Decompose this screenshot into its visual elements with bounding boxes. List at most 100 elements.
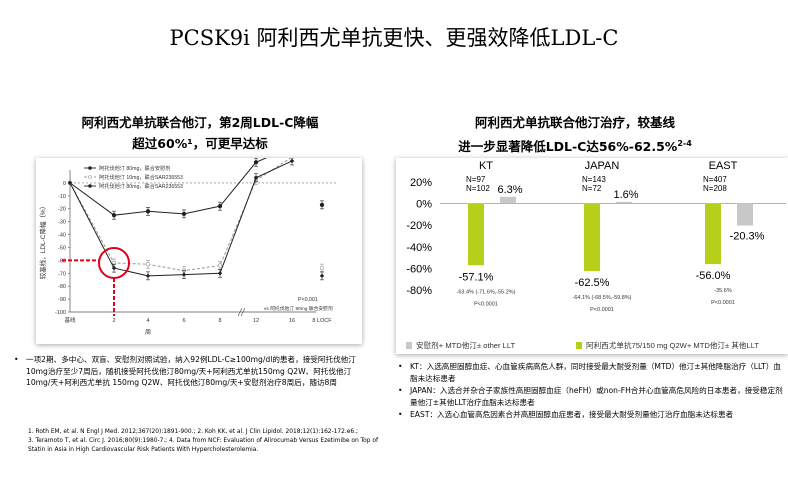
x-tick-label: 4 bbox=[146, 318, 149, 324]
right-study-descriptions: KT：入选高胆固醇血症、心血管疾病高危人群，同时接受最大耐受剂量（MTD）他汀±… bbox=[396, 361, 786, 422]
bar-placebo bbox=[616, 201, 632, 204]
legend-marker bbox=[88, 184, 92, 188]
legend-label-alirocumab: 阿利西尤单抗75/150 mg Q2W+ MTD他汀± 其他LLT bbox=[586, 340, 759, 350]
axis-break-mark bbox=[240, 307, 246, 317]
p-value-annotation: P<0.001 bbox=[298, 297, 318, 303]
axis-break-mark bbox=[237, 307, 243, 317]
p-value-label: P<0.0001 bbox=[474, 301, 498, 307]
x-tick-label: 8 bbox=[218, 318, 221, 324]
y-tick-label: -10 bbox=[58, 194, 66, 200]
right-bullet-japan: JAPAN：入选合并杂合子家族性高胆固醇血症（heFH）或non-FH合并心血管… bbox=[396, 385, 786, 408]
line-chart: 0 -10 -20 -30 -40 -50 -60 -70 -80 -90 -100 较基线，LDL-… bbox=[38, 142, 336, 336]
references: 1. Roth EM, et al. N Engl J Med. 2012;36… bbox=[28, 428, 458, 454]
difference-label: -35.6% bbox=[714, 288, 732, 294]
bar-alirocumab bbox=[705, 203, 721, 265]
reference-line: 3. Teramoto T, et al. Circ J. 2016;80(9)… bbox=[28, 437, 379, 444]
y-tick-label: -70 bbox=[58, 271, 66, 277]
n-alirocumab: N=97 bbox=[466, 175, 486, 184]
reference-line: Statin in Asia in High Cardiovascular Ri… bbox=[28, 446, 259, 453]
p-value-label: P<0.0001 bbox=[711, 300, 735, 306]
left-panel-heading: 阿利西尤单抗联合他汀，第2周LDL-C降幅 超过60%¹，可更早达标 bbox=[45, 112, 355, 154]
x-tick-label: 12 bbox=[253, 318, 259, 324]
y-tick-label: -50 bbox=[58, 245, 66, 251]
data-point bbox=[319, 273, 325, 279]
bar-alirocumab bbox=[468, 203, 484, 266]
bar-placebo bbox=[500, 196, 516, 204]
x-tick-label: 16 bbox=[289, 318, 295, 324]
data-point bbox=[217, 271, 223, 276]
bar-chart-card: 20% 0% -20% -40% -60% -80% KT N=97 N=102 -57.1% 6.… bbox=[396, 158, 788, 354]
bar-alirocumab bbox=[584, 203, 600, 272]
right-panel-heading: 阿利西尤单抗联合他汀治疗，较基线 进一步显著降低LDL-C达56%-62.5%2… bbox=[415, 112, 735, 157]
reference-line: 1. Roth EM, et al. N Engl J Med. 2012;36… bbox=[28, 429, 359, 435]
x-tick-label: 6 bbox=[182, 318, 185, 324]
right-bullet-kt: KT：入选高胆固醇血症、心血管疾病高危人群，同时接受最大耐受剂量（MTD）他汀±… bbox=[396, 361, 786, 384]
right-heading-sup: 2-4 bbox=[677, 139, 692, 148]
y-tick-label: -80 bbox=[58, 284, 66, 290]
x-tick-label: 2 bbox=[112, 318, 115, 324]
legend-swatch-placebo bbox=[406, 342, 412, 349]
n-alirocumab: N=143 bbox=[582, 175, 606, 184]
line-chart-card: 0 -10 -20 -30 -40 -50 -60 -70 -80 -90 -100 较基线，LDL-… bbox=[36, 142, 362, 344]
vs-annotation: vs 阿托伐他汀 80mg 联合安慰剂 bbox=[264, 305, 333, 312]
group-label: JAPAN bbox=[585, 160, 620, 172]
n-alirocumab: N=407 bbox=[703, 175, 727, 184]
left-bullet-item: 一项2期、多中心、双盲、安慰剂对照试验，纳入92例LDL-C≥100mg/dl的… bbox=[12, 354, 364, 389]
y-tick-label: -90 bbox=[58, 297, 66, 303]
x-tick-label: 8 LOCF bbox=[312, 318, 332, 324]
data-point bbox=[319, 202, 325, 208]
difference-label: -63.4% (-71.6%,-55.2%) bbox=[457, 289, 516, 295]
right-heading-line2-wrap: 进一步显著降低LDL-C达56%-62.5%2-4 bbox=[415, 133, 735, 157]
legend-marker bbox=[88, 175, 92, 179]
data-point bbox=[253, 175, 259, 180]
y-tick-label: -40% bbox=[406, 242, 432, 254]
n-placebo: N=102 bbox=[466, 184, 490, 193]
slide-title: PCSK9i 阿利西尤单抗更快、更强效降低LDL-C bbox=[169, 26, 619, 50]
placebo-value-label: -20.3% bbox=[730, 231, 765, 243]
data-point bbox=[145, 209, 151, 214]
y-tick-label: -20% bbox=[406, 220, 432, 232]
x-axis-label: 周 bbox=[145, 329, 151, 336]
legend-marker bbox=[88, 166, 92, 170]
n-placebo: N=208 bbox=[703, 184, 727, 193]
data-point bbox=[217, 263, 223, 268]
data-point bbox=[289, 158, 295, 164]
y-tick-label: -80% bbox=[406, 285, 432, 297]
left-heading-line2: 超过60%¹，可更早达标 bbox=[132, 136, 268, 151]
legend-label: 阿托伐他汀 10mg，联合SAR236553 bbox=[99, 173, 183, 181]
data-point bbox=[145, 273, 151, 279]
y-tick-label: -30 bbox=[58, 220, 66, 226]
data-point bbox=[111, 265, 117, 271]
y-tick-label: 0% bbox=[416, 199, 432, 211]
bar-placebo bbox=[737, 203, 753, 226]
legend-label: 阿托伐他汀 80mg，联合SAR236553 bbox=[99, 182, 183, 190]
data-point bbox=[111, 213, 117, 218]
bar-chart: 20% 0% -20% -40% -60% -80% KT N=97N=102 -57.1% 6.… bbox=[406, 160, 786, 350]
left-heading-line1: 阿利西尤单抗联合他汀，第2周LDL-C降幅 bbox=[81, 115, 319, 130]
y-tick-label: -20 bbox=[58, 207, 66, 213]
data-point bbox=[319, 265, 325, 271]
y-tick-label: -100 bbox=[55, 310, 66, 316]
y-tick-label: 0 bbox=[63, 181, 66, 187]
left-study-description: 一项2期、多中心、双盲、安慰剂对照试验，纳入92例LDL-C≥100mg/dl的… bbox=[12, 354, 364, 390]
right-heading-line2: 进一步显著降低LDL-C达56%-62.5% bbox=[458, 139, 678, 155]
x-tick-label: 基线 bbox=[64, 316, 76, 324]
legend-label-placebo: 安慰剂+ MTD他汀± other LLT bbox=[416, 340, 516, 350]
y-tick-label: -40 bbox=[58, 233, 66, 239]
alirocumab-value-label: -57.1% bbox=[459, 271, 494, 283]
data-point bbox=[145, 262, 151, 267]
right-heading-line1: 阿利西尤单抗联合他汀治疗，较基线 bbox=[474, 115, 675, 130]
difference-label: -64.1% (-68.5%,-59.8%) bbox=[573, 295, 632, 301]
group-label: EAST bbox=[709, 160, 738, 172]
y-tick-label: -60% bbox=[406, 263, 432, 275]
right-bullet-east: EAST：入选心血管高危因素合并高胆固醇血症患者，接受最大耐受剂量他汀治疗血脂未… bbox=[396, 409, 786, 421]
group-label: KT bbox=[479, 160, 493, 172]
legend-swatch-alirocumab bbox=[576, 342, 582, 349]
data-point bbox=[253, 160, 259, 165]
data-point bbox=[181, 211, 187, 217]
legend-label: 阿托伐他汀 80mg，联合安慰剂 bbox=[99, 164, 170, 172]
y-tick-label: 20% bbox=[410, 177, 432, 189]
alirocumab-value-label: -56.0% bbox=[696, 270, 731, 282]
placebo-value-label: 6.3% bbox=[497, 184, 522, 196]
p-value-label: P<0.0001 bbox=[590, 307, 614, 313]
